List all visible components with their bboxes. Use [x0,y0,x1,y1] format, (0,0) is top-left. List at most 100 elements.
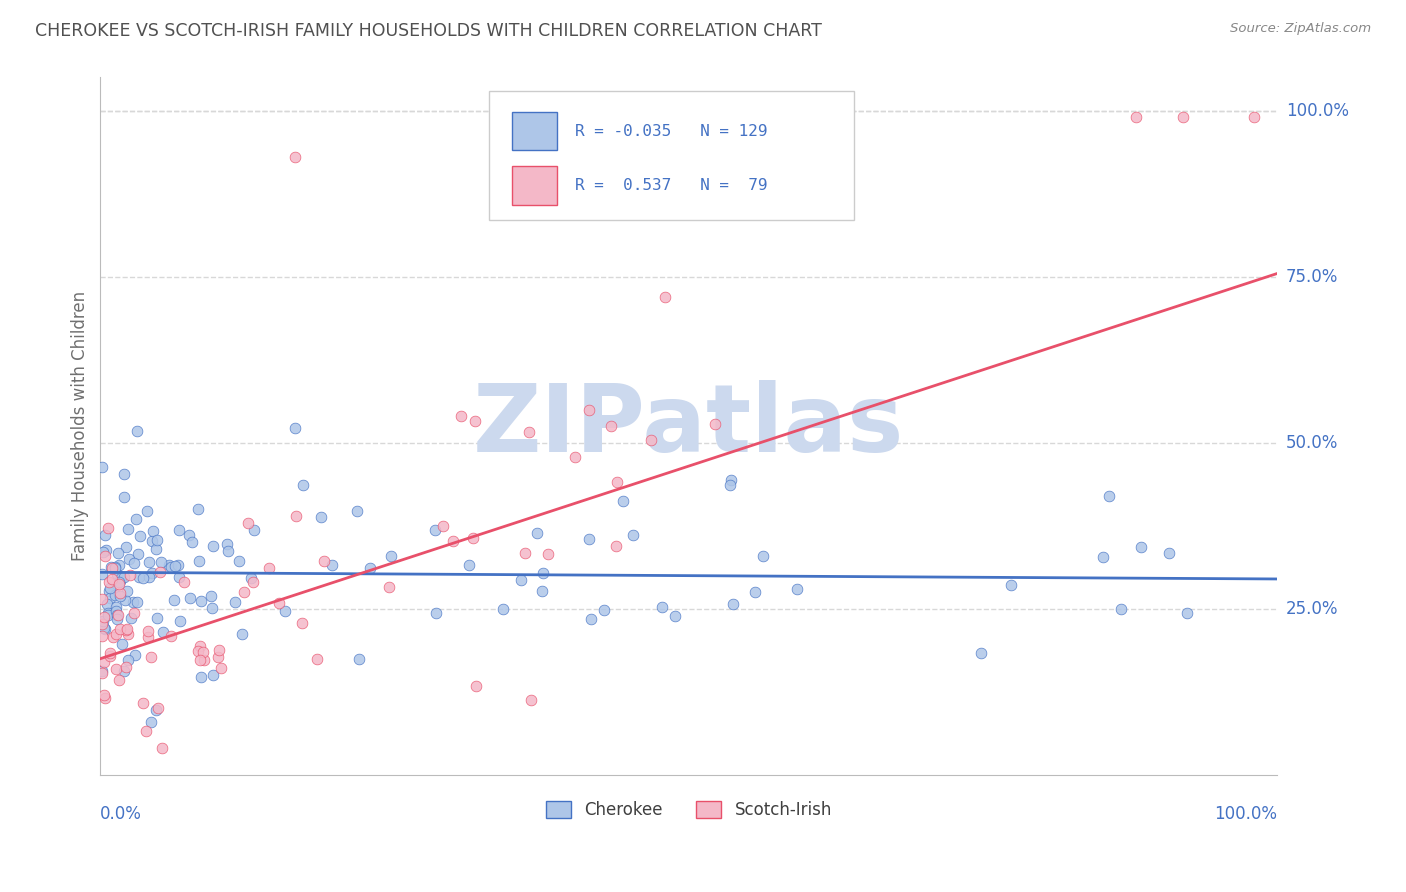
Point [101,630,124,644]
Point [93,545,115,559]
Legend: Cherokee, Scotch-Irish: Cherokee, Scotch-Irish [546,801,832,819]
Point [169,614,191,628]
Point [94,690,117,705]
Point [531,566,554,580]
Point [112,467,135,482]
Point [578,402,600,417]
Point [112,570,135,584]
Point [97,575,120,590]
Point [163,593,186,607]
Point [101,573,124,587]
Point [152,624,174,639]
Point [239,571,262,585]
Point [664,609,686,624]
Point [108,586,131,600]
Point [127,424,149,438]
FancyBboxPatch shape [512,167,557,205]
Point [177,527,200,541]
Point [233,585,256,599]
Point [457,558,479,573]
Point [108,558,131,572]
Point [149,555,172,569]
Point [179,591,201,605]
Point [190,593,212,607]
Point [138,555,160,569]
Point [93,655,115,669]
Point [98,581,121,595]
Point [309,509,332,524]
Text: 75.0%: 75.0% [1286,268,1339,285]
Point [94,542,117,557]
Point [193,653,215,667]
Point [115,660,138,674]
FancyBboxPatch shape [512,112,557,151]
Point [107,607,129,622]
Point [217,536,239,550]
Point [167,558,190,573]
Point [1175,607,1198,621]
Point [103,560,125,574]
Point [91,614,114,628]
Point [651,599,673,614]
Point [347,651,370,665]
Point [284,150,307,164]
Point [145,703,167,717]
Point [118,551,141,566]
Point [752,549,775,564]
Point [97,521,120,535]
Point [307,652,329,666]
Point [160,629,183,643]
Point [141,534,163,549]
Point [105,612,128,626]
Point [243,524,266,538]
Point [135,723,157,738]
Point [190,670,212,684]
Point [312,554,335,568]
Point [284,509,307,524]
Point [217,543,239,558]
Point [96,597,118,611]
Point [132,696,155,710]
Point [513,546,536,560]
Point [100,560,122,574]
Point [207,649,229,664]
Point [423,523,446,537]
Text: 100.0%: 100.0% [1215,805,1278,823]
Point [94,549,117,564]
Point [90,460,112,475]
Point [190,639,212,653]
Point [425,606,447,620]
Point [91,591,114,606]
Point [291,616,314,631]
Point [160,560,183,574]
Point [105,566,128,581]
FancyBboxPatch shape [489,91,853,220]
Point [115,622,138,636]
Point [90,629,112,643]
Text: 100.0%: 100.0% [1286,102,1348,120]
Point [125,512,148,526]
Point [579,611,602,625]
Point [606,475,628,489]
Point [346,504,368,518]
Point [188,653,211,667]
Point [157,558,180,573]
Point [231,626,253,640]
Point [291,478,314,492]
Point [117,626,139,640]
Point [136,504,159,518]
Point [129,529,152,543]
Point [1157,545,1180,559]
Point [90,665,112,680]
Point [122,606,145,620]
Text: 50.0%: 50.0% [1286,434,1339,451]
Point [721,597,744,611]
Point [1109,602,1132,616]
Point [104,626,127,640]
Point [242,575,264,590]
Point [91,566,114,581]
Point [208,642,231,657]
Point [145,611,167,625]
Point [132,571,155,585]
Point [321,558,343,572]
